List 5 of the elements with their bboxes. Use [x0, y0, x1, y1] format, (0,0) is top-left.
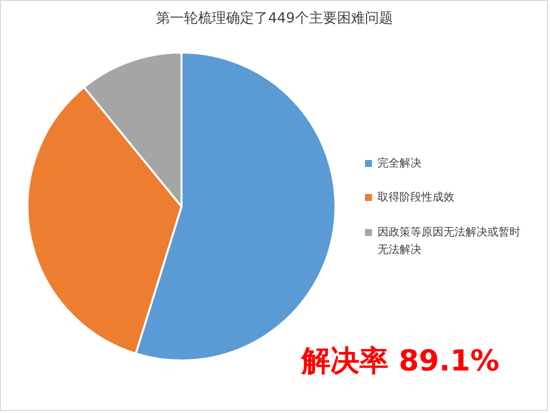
text: 解决率 89.1% [300, 344, 500, 378]
legend-label: 完全解决 [378, 156, 422, 170]
legend-label: 取得阶段性成效 [378, 190, 454, 204]
chart-title: 第一轮梳理确定了449个主要困难问题 [156, 10, 393, 26]
legend-label: 因政策等原因无法解决或暂时无法解决 [378, 226, 520, 256]
